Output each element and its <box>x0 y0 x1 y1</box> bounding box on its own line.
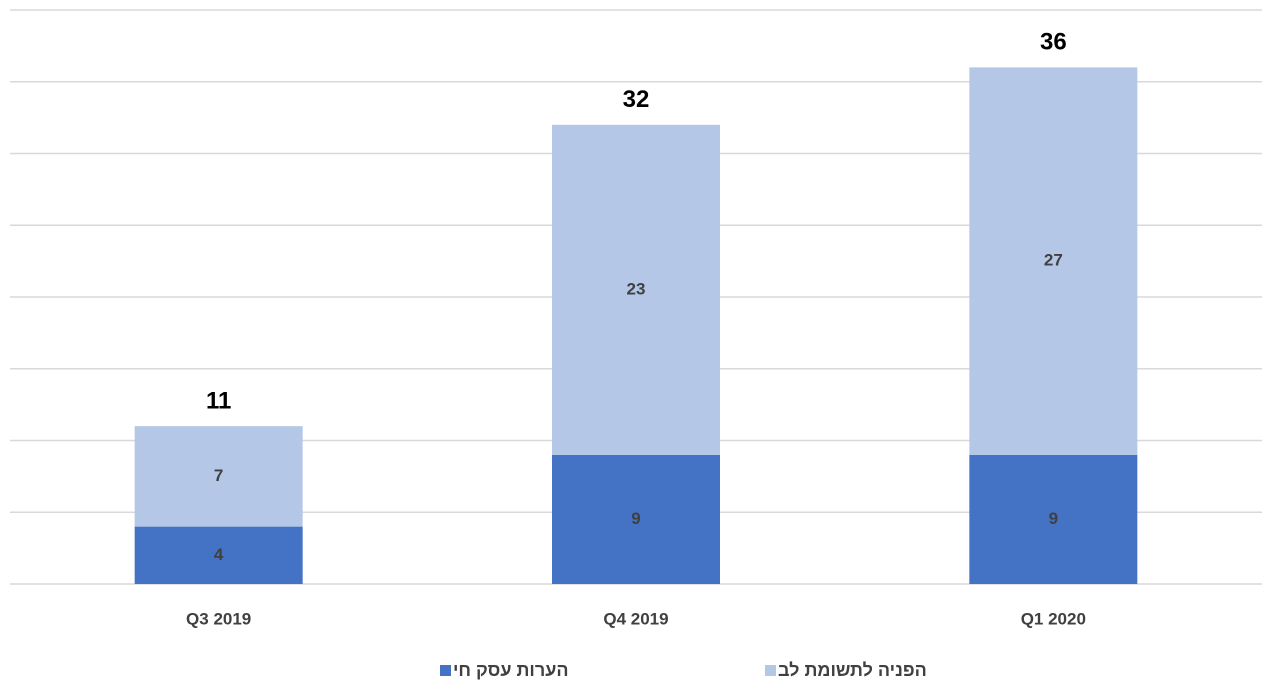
bar-segment <box>552 124 720 455</box>
bar-segment <box>969 454 1138 584</box>
x-tick-label: Q3 2019 <box>186 609 251 628</box>
data-label: 23 <box>627 279 646 298</box>
bar-segment <box>552 454 720 584</box>
legend-swatch <box>440 665 451 676</box>
data-label: 9 <box>631 509 640 528</box>
total-label: 11 <box>206 387 231 414</box>
data-label: 9 <box>1049 509 1058 528</box>
bar-segment <box>969 67 1138 455</box>
x-tick-label: Q1 2020 <box>1021 609 1086 628</box>
data-label: 4 <box>214 545 224 564</box>
legend-label: הערות עסק חי <box>453 660 569 680</box>
bar-segment <box>134 426 303 527</box>
x-tick-label: Q4 2019 <box>603 609 668 628</box>
total-label: 36 <box>1040 29 1067 56</box>
legend-swatch <box>765 665 776 676</box>
bar-segment <box>134 526 303 584</box>
data-label: 7 <box>214 466 223 485</box>
data-label: 27 <box>1044 251 1063 270</box>
total-label: 32 <box>623 86 650 113</box>
legend-label: הפניה לתשומת לב <box>778 660 927 680</box>
